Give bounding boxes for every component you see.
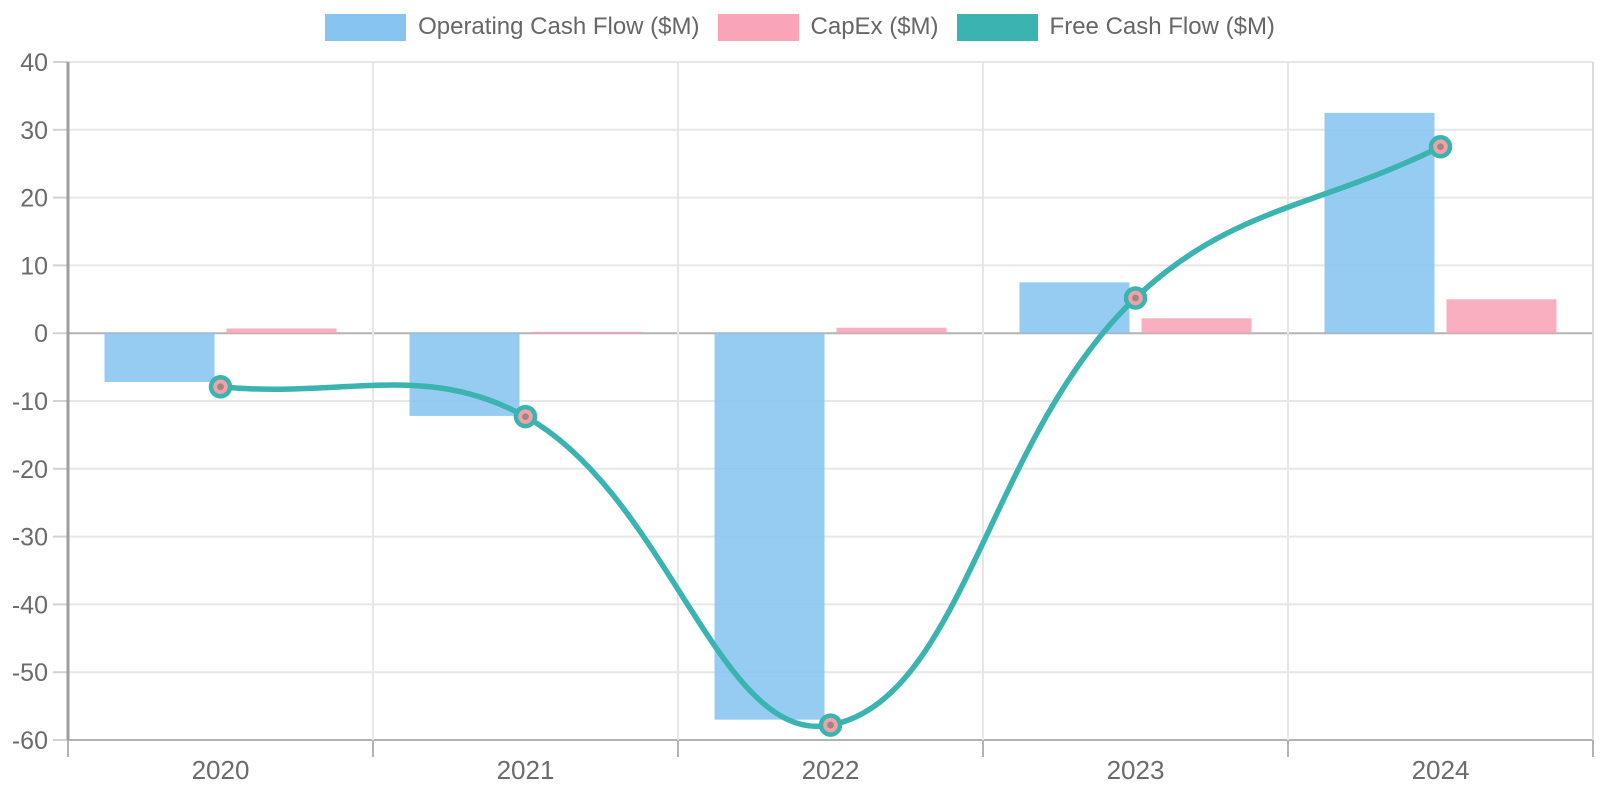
y-tick-label--60: -60 (12, 727, 48, 755)
point-fcf-dot-2020 (217, 383, 224, 391)
legend-label-capex: CapEx ($M) (810, 13, 939, 40)
point-fcf-dot-2021 (522, 413, 529, 420)
y-tick-label--10: -10 (12, 388, 48, 416)
bar-capex-2022[interactable] (836, 327, 947, 334)
point-fcf-dot-2022 (827, 721, 834, 729)
bar-capex-2021[interactable] (531, 331, 642, 334)
y-tick-label--20: -20 (12, 456, 48, 484)
y-tick-label--50: -50 (12, 659, 48, 687)
x-tick-label-2021: 2021 (497, 755, 555, 785)
legend-item-capex[interactable]: CapEx ($M) (717, 13, 939, 41)
free-cash-flow-line (217, 144, 1444, 730)
bar-ocf-2023[interactable] (1019, 282, 1130, 334)
legend-label-free-cash-flow: Free Cash Flow ($M) (1049, 13, 1275, 40)
bar-ocf-2024[interactable] (1324, 112, 1435, 334)
legend-swatch-operating-cash-flow (325, 13, 407, 41)
y-tick-label-40: 40 (20, 49, 48, 77)
point-fcf-dot-2023 (1132, 294, 1139, 302)
legend-item-operating-cash-flow[interactable]: Operating Cash Flow ($M) (325, 13, 700, 41)
bar-ocf-2020[interactable] (104, 333, 215, 383)
legend-swatch-free-cash-flow (956, 13, 1038, 41)
y-tick-label-0: 0 (34, 320, 48, 348)
bar-capex-2023[interactable] (1141, 318, 1252, 334)
x-tick-label-2022: 2022 (802, 755, 860, 785)
legend-label-operating-cash-flow: Operating Cash Flow ($M) (418, 13, 700, 40)
x-tick-label-2020: 2020 (192, 755, 250, 785)
bar-capex-2020[interactable] (226, 328, 337, 334)
y-tick-label--30: -30 (12, 524, 48, 552)
y-tick-label--40: -40 (12, 591, 48, 619)
y-tick-label-30: 30 (20, 117, 48, 145)
bar-ocf-2022[interactable] (714, 333, 825, 720)
legend-swatch-capex (717, 13, 799, 41)
legend-item-free-cash-flow[interactable]: Free Cash Flow ($M) (956, 13, 1275, 41)
x-tick-label-2023: 2023 (1107, 755, 1165, 785)
x-tick-label-2024: 2024 (1412, 755, 1470, 785)
y-tick-label-10: 10 (20, 252, 48, 280)
point-fcf-dot-2024 (1437, 143, 1444, 151)
y-tick-label-20: 20 (20, 185, 48, 213)
bar-capex-2024[interactable] (1446, 299, 1557, 334)
chart-legend: Operating Cash Flow ($M) CapEx ($M) Free… (0, 13, 1600, 41)
